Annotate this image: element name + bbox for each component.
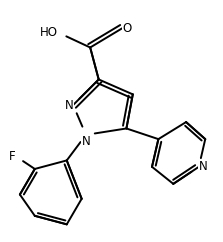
Text: HO: HO: [40, 26, 58, 39]
Text: N: N: [199, 160, 208, 173]
Text: O: O: [122, 22, 131, 35]
Text: N: N: [82, 135, 90, 148]
Text: N: N: [64, 98, 73, 112]
Text: F: F: [9, 150, 16, 163]
